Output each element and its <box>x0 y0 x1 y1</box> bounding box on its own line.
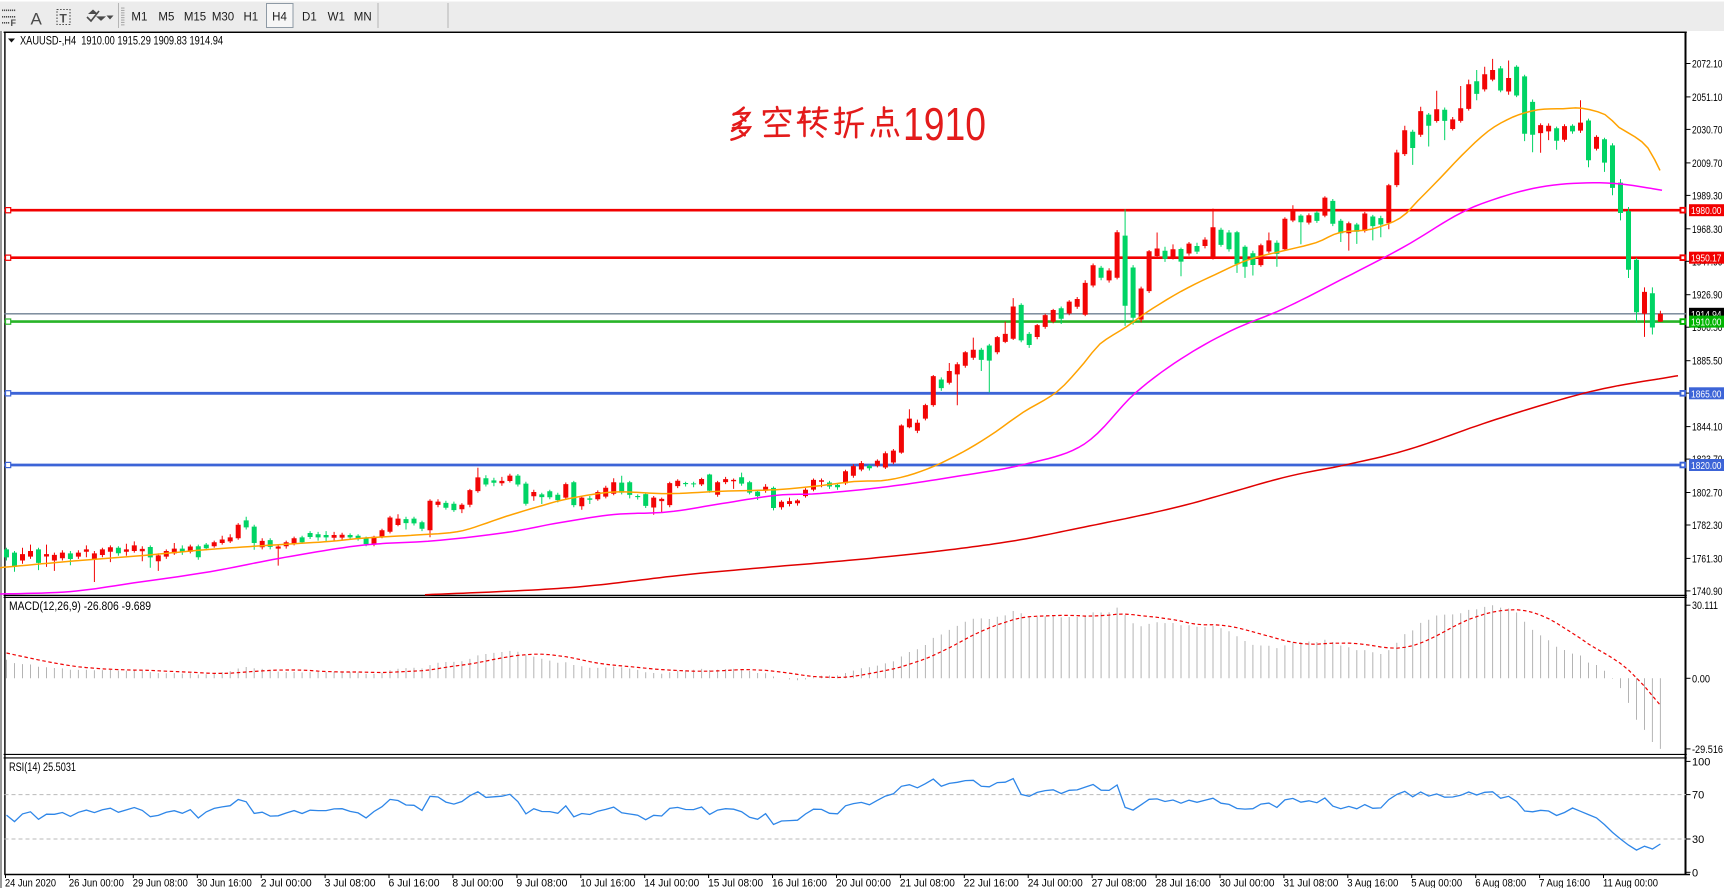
svg-text:RSI(14) 25.5031: RSI(14) 25.5031 <box>9 762 76 774</box>
svg-text:8 Jul 00:00: 8 Jul 00:00 <box>452 878 503 888</box>
svg-text:M30: M30 <box>212 12 234 24</box>
svg-text:1910: 1910 <box>903 98 986 150</box>
svg-text:-29.516: -29.516 <box>1692 744 1723 756</box>
svg-text:1910.00: 1910.00 <box>1691 317 1722 329</box>
svg-text:M1: M1 <box>131 12 147 24</box>
svg-text:24 Jun 2020: 24 Jun 2020 <box>5 878 56 888</box>
svg-text:F: F <box>11 18 17 28</box>
svg-text:M15: M15 <box>184 12 206 24</box>
svg-text:3 Jul 08:00: 3 Jul 08:00 <box>325 878 376 888</box>
svg-text:A: A <box>31 10 43 29</box>
svg-text:30.111: 30.111 <box>1692 600 1718 612</box>
svg-text:70: 70 <box>1692 790 1704 802</box>
svg-text:2051.10: 2051.10 <box>1692 92 1723 104</box>
svg-text:W1: W1 <box>328 12 345 24</box>
svg-text:16 Jul 16:00: 16 Jul 16:00 <box>772 878 827 888</box>
svg-text:11 Aug 00:00: 11 Aug 00:00 <box>1603 878 1658 888</box>
svg-text:27 Jul 08:00: 27 Jul 08:00 <box>1092 878 1147 888</box>
svg-text:3 Aug 16:00: 3 Aug 16:00 <box>1347 878 1398 888</box>
svg-text:9 Jul 08:00: 9 Jul 08:00 <box>516 878 567 888</box>
svg-text:24 Jul 00:00: 24 Jul 00:00 <box>1028 878 1083 888</box>
svg-text:XAUUSD-,H4 1910.00 1915.29 19: XAUUSD-,H4 1910.00 1915.29 1909.83 1914.… <box>20 36 223 48</box>
svg-text:26 Jun 00:00: 26 Jun 00:00 <box>69 878 124 888</box>
svg-text:1926.90: 1926.90 <box>1692 290 1723 302</box>
svg-text:14 Jul 00:00: 14 Jul 00:00 <box>644 878 699 888</box>
svg-text:10 Jul 16:00: 10 Jul 16:00 <box>580 878 635 888</box>
svg-text:2072.10: 2072.10 <box>1692 59 1723 71</box>
svg-text:2 Jul 00:00: 2 Jul 00:00 <box>261 878 312 888</box>
svg-text:31 Jul 08:00: 31 Jul 08:00 <box>1283 878 1338 888</box>
svg-text:M5: M5 <box>158 12 174 24</box>
svg-text:28 Jul 16:00: 28 Jul 16:00 <box>1156 878 1211 888</box>
svg-text:20 Jul 00:00: 20 Jul 00:00 <box>836 878 891 888</box>
svg-text:29 Jun 08:00: 29 Jun 08:00 <box>133 878 188 888</box>
svg-text:22 Jul 16:00: 22 Jul 16:00 <box>964 878 1019 888</box>
svg-text:1980.00: 1980.00 <box>1691 205 1722 217</box>
svg-text:1844.10: 1844.10 <box>1692 422 1723 434</box>
svg-text:1989.30: 1989.30 <box>1692 190 1723 202</box>
svg-text:7 Aug 16:00: 7 Aug 16:00 <box>1539 878 1590 888</box>
svg-text:6 Aug 08:00: 6 Aug 08:00 <box>1475 878 1526 888</box>
svg-text:0: 0 <box>1692 867 1698 879</box>
svg-text:2009.70: 2009.70 <box>1692 158 1723 170</box>
svg-text:1865.00: 1865.00 <box>1691 388 1722 400</box>
svg-text:6 Jul 16:00: 6 Jul 16:00 <box>389 878 440 888</box>
svg-text:1802.70: 1802.70 <box>1692 488 1723 500</box>
svg-text:30 Jun 16:00: 30 Jun 16:00 <box>197 878 252 888</box>
svg-text:1782.30: 1782.30 <box>1692 520 1723 532</box>
svg-text:1740.90: 1740.90 <box>1692 586 1723 598</box>
svg-text:1950.17: 1950.17 <box>1691 253 1722 265</box>
svg-text:2030.70: 2030.70 <box>1692 124 1723 136</box>
svg-text:100: 100 <box>1692 756 1710 768</box>
svg-text:D1: D1 <box>302 12 317 24</box>
svg-text:30: 30 <box>1692 834 1704 846</box>
svg-text:21 Jul 08:00: 21 Jul 08:00 <box>900 878 955 888</box>
svg-text:MN: MN <box>354 12 372 24</box>
svg-text:T: T <box>60 12 68 26</box>
svg-text:1820.00: 1820.00 <box>1691 460 1722 472</box>
svg-text:MACD(12,26,9) -26.806 -9.689: MACD(12,26,9) -26.806 -9.689 <box>9 601 151 613</box>
svg-text:1968.30: 1968.30 <box>1692 224 1723 236</box>
svg-text:30 Jul 00:00: 30 Jul 00:00 <box>1220 878 1275 888</box>
svg-text:0.00: 0.00 <box>1692 673 1710 685</box>
svg-text:5 Aug 00:00: 5 Aug 00:00 <box>1411 878 1462 888</box>
svg-text:1885.50: 1885.50 <box>1692 356 1723 368</box>
svg-text:1761.30: 1761.30 <box>1692 553 1723 565</box>
svg-text:H1: H1 <box>243 12 258 24</box>
svg-text:15 Jul 08:00: 15 Jul 08:00 <box>708 878 763 888</box>
svg-text:H4: H4 <box>272 12 287 24</box>
